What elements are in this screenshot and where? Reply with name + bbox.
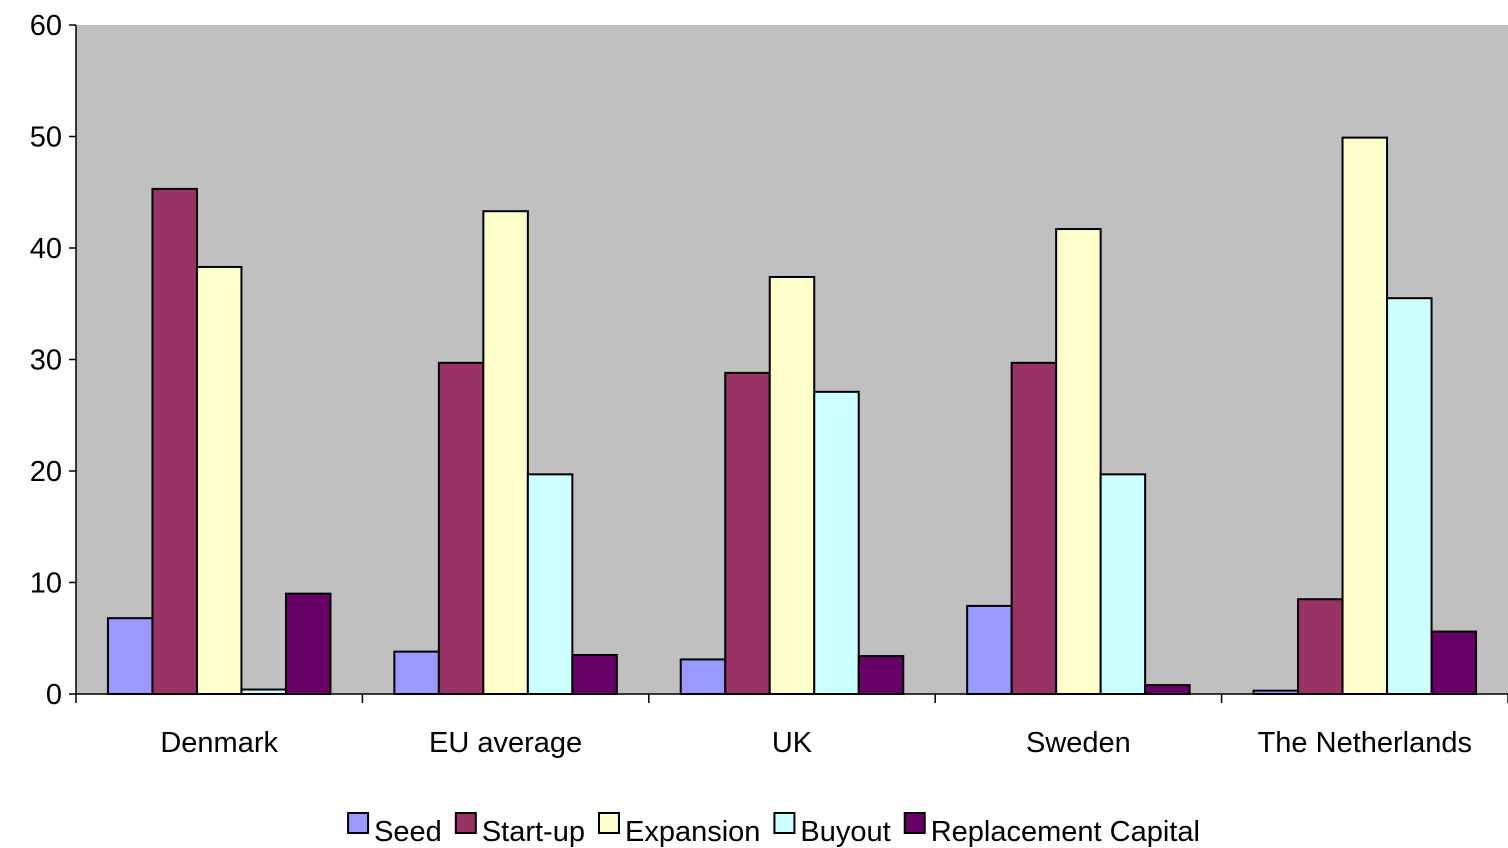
bar-expansion-eu-average xyxy=(482,210,529,696)
bars xyxy=(106,136,1478,696)
y-ticks: 0 10 20 30 40 50 60 xyxy=(30,10,76,711)
y-tick-label: 40 xyxy=(30,233,62,265)
bar-expansion-sweden xyxy=(1055,228,1102,695)
bar-buyout-eu-average xyxy=(526,473,574,695)
y-tick-label: 30 xyxy=(30,345,62,377)
x-categories: Denmark EU average UK Sweden The Netherlands xyxy=(75,694,1508,759)
bar-replacement-capital-eu-average xyxy=(571,653,618,695)
x-category-label: UK xyxy=(772,727,813,759)
y-tick-label: 50 xyxy=(30,122,62,154)
y-tick-label: 60 xyxy=(30,10,62,42)
bar-start-up-uk xyxy=(724,371,771,695)
bar-start-up-eu-average xyxy=(437,361,485,695)
legend-label-start-up: Start-up xyxy=(482,816,585,848)
bar-buyout-sweden xyxy=(1099,473,1147,695)
bar-replacement-capital-sweden xyxy=(1144,684,1191,696)
bar-replacement-capital-denmark xyxy=(284,592,332,696)
legend-swatch-buyout xyxy=(773,812,796,834)
x-category-label: Sweden xyxy=(1026,727,1131,759)
legend-label-replacement-capital: Replacement Capital xyxy=(931,816,1200,848)
legend-swatch-replacement-capital xyxy=(903,812,926,834)
bar-start-up-denmark xyxy=(151,187,198,695)
bar-start-up-sweden xyxy=(1010,361,1058,695)
legend-swatch-expansion xyxy=(597,812,620,834)
bar-replacement-capital-the-netherlands xyxy=(1430,630,1478,695)
x-category-label: The Netherlands xyxy=(1258,727,1472,759)
bar-seed-uk xyxy=(679,658,727,695)
x-category-label: EU average xyxy=(429,727,582,759)
y-tick-label: 20 xyxy=(30,456,62,488)
x-category-label: Denmark xyxy=(160,727,278,759)
y-tick-label: 10 xyxy=(30,568,62,600)
bar-expansion-the-netherlands xyxy=(1341,136,1389,696)
legend-label-seed: Seed xyxy=(374,816,442,848)
legend-label-buyout: Buyout xyxy=(800,816,890,848)
legend: Seed Start-up Expansion Buyout Replacement C… xyxy=(347,812,1200,848)
bar-replacement-capital-uk xyxy=(857,655,905,696)
bar-buyout-the-netherlands xyxy=(1386,297,1433,695)
bar-expansion-uk xyxy=(768,275,816,695)
bar-seed-sweden xyxy=(966,604,1013,695)
bar-buyout-uk xyxy=(813,390,860,695)
legend-swatch-seed xyxy=(347,812,370,834)
legend-swatch-start-up xyxy=(454,812,477,834)
bar-seed-eu-average xyxy=(393,650,440,696)
bar-seed-denmark xyxy=(106,617,154,695)
bar-start-up-the-netherlands xyxy=(1297,598,1344,695)
bar-expansion-denmark xyxy=(195,265,243,695)
y-tick-label: 0 xyxy=(46,679,62,711)
legend-label-expansion: Expansion xyxy=(625,816,760,848)
